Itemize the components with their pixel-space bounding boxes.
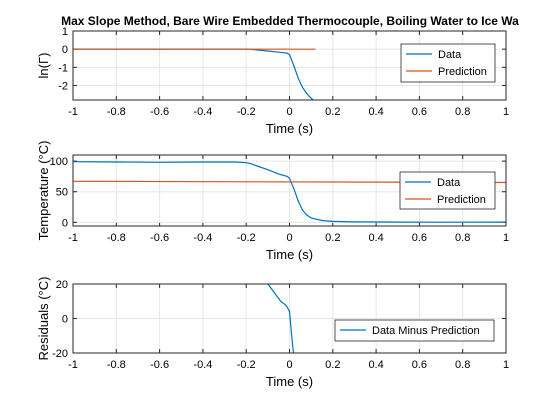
- x-tick-label: 1: [503, 232, 509, 244]
- x-tick-label: 0.8: [455, 359, 470, 371]
- series-line-data-minus-prediction: [267, 284, 295, 353]
- x-tick-label: 0.8: [455, 106, 470, 118]
- y-tick-label: 0: [62, 44, 68, 56]
- x-tick-label: -0.8: [107, 232, 126, 244]
- x-tick-label: 0.4: [368, 232, 383, 244]
- axes-box: [72, 283, 507, 354]
- x-tick-label: 0.4: [368, 359, 383, 371]
- legend-label: Data: [437, 177, 461, 189]
- x-tick-label: 0: [286, 232, 292, 244]
- x-tick-label: 0.4: [368, 106, 383, 118]
- x-axis-label: Time (s): [266, 247, 313, 262]
- y-axis-label: ln(Γ): [36, 53, 51, 79]
- series-group: [267, 284, 295, 353]
- y-axis-label: Temperature (°C): [36, 141, 51, 241]
- y-tick-label: -1: [58, 62, 68, 74]
- y-tick-label: -20: [52, 348, 68, 360]
- subplot-2: -1 -0.8 -0.6 -0.4 -0.2 0 0.2 0.4 0.6 0.8 1 100 50 0 Ti…: [36, 141, 509, 262]
- legend-label: Data: [438, 49, 462, 61]
- series-line-data: [73, 161, 506, 223]
- legend-label: Data Minus Prediction: [372, 325, 480, 337]
- x-tick-label: -0.6: [150, 359, 169, 371]
- y-tick-label: 50: [56, 187, 68, 199]
- legend-label: Prediction: [438, 66, 487, 78]
- legend: Data Prediction: [399, 171, 496, 210]
- x-tick-label: -0.8: [107, 106, 126, 118]
- y-tick-label: 0: [62, 217, 68, 229]
- x-axis-label: Time (s): [266, 121, 313, 136]
- y-tick-label: 100: [50, 156, 68, 168]
- legend-label: Prediction: [437, 194, 486, 206]
- y-tick-label: 1: [62, 26, 68, 38]
- x-tick-label: 0.2: [325, 359, 340, 371]
- x-tick-label: -1: [68, 232, 78, 244]
- x-tick-label: -0.6: [150, 106, 169, 118]
- x-tick-label: -0.8: [107, 359, 126, 371]
- x-tick-label: 0.8: [455, 232, 470, 244]
- x-tick-label: -0.2: [237, 106, 256, 118]
- y-tick-label: 20: [56, 279, 68, 291]
- x-tick-label: -0.2: [237, 359, 256, 371]
- axes-box: [72, 30, 507, 101]
- axes-container: -1 -0.8 -0.6 -0.4 -0.2 0 0.2 0.4 0.6 0.8 110-1-2Ti…: [36, 26, 509, 389]
- subplot-1: -1 -0.8 -0.6 -0.4 -0.2 0 0.2 0.4 0.6 0.8 1 1 0 -1 -2 Ti…: [36, 26, 509, 136]
- x-tick-label: 1: [503, 359, 509, 371]
- legend: Data Prediction: [400, 43, 496, 83]
- x-tick-label: 0.2: [325, 106, 340, 118]
- legend-box: [400, 43, 496, 83]
- y-axis-label: Residuals (°C): [36, 277, 51, 361]
- x-tick-label: -1: [68, 359, 78, 371]
- x-tick-label: -0.4: [193, 106, 212, 118]
- x-tick-label: 0.2: [325, 232, 340, 244]
- x-tick-label: -0.4: [193, 232, 212, 244]
- x-tick-label: 0: [286, 106, 292, 118]
- legend-box: [334, 319, 495, 342]
- figure-title: Max Slope Method, Bare Wire Embedded The…: [61, 14, 519, 28]
- x-tick-label: 0.6: [412, 232, 427, 244]
- legend-box: [399, 171, 496, 210]
- x-axis-label: Time (s): [266, 374, 313, 389]
- x-tick-label: 0.6: [412, 359, 427, 371]
- x-tick-label: 1: [503, 106, 509, 118]
- subplot-3: -1 -0.8 -0.6 -0.4 -0.2 0 0.2 0.4 0.6 0.8 1 20 0 -20 Ti…: [36, 277, 509, 389]
- x-tick-label: -1: [68, 106, 78, 118]
- x-tick-label: -0.2: [237, 232, 256, 244]
- y-tick-label: 0: [62, 314, 68, 326]
- x-tick-label: -0.6: [150, 232, 169, 244]
- y-tick-label: -2: [58, 80, 68, 92]
- x-tick-label: 0: [286, 359, 292, 371]
- x-tick-label: 0.6: [412, 106, 427, 118]
- x-tick-label: -0.4: [193, 359, 212, 371]
- axes-box: [72, 154, 507, 227]
- legend: Data Minus Prediction: [334, 319, 495, 342]
- series-group: [73, 48, 316, 100]
